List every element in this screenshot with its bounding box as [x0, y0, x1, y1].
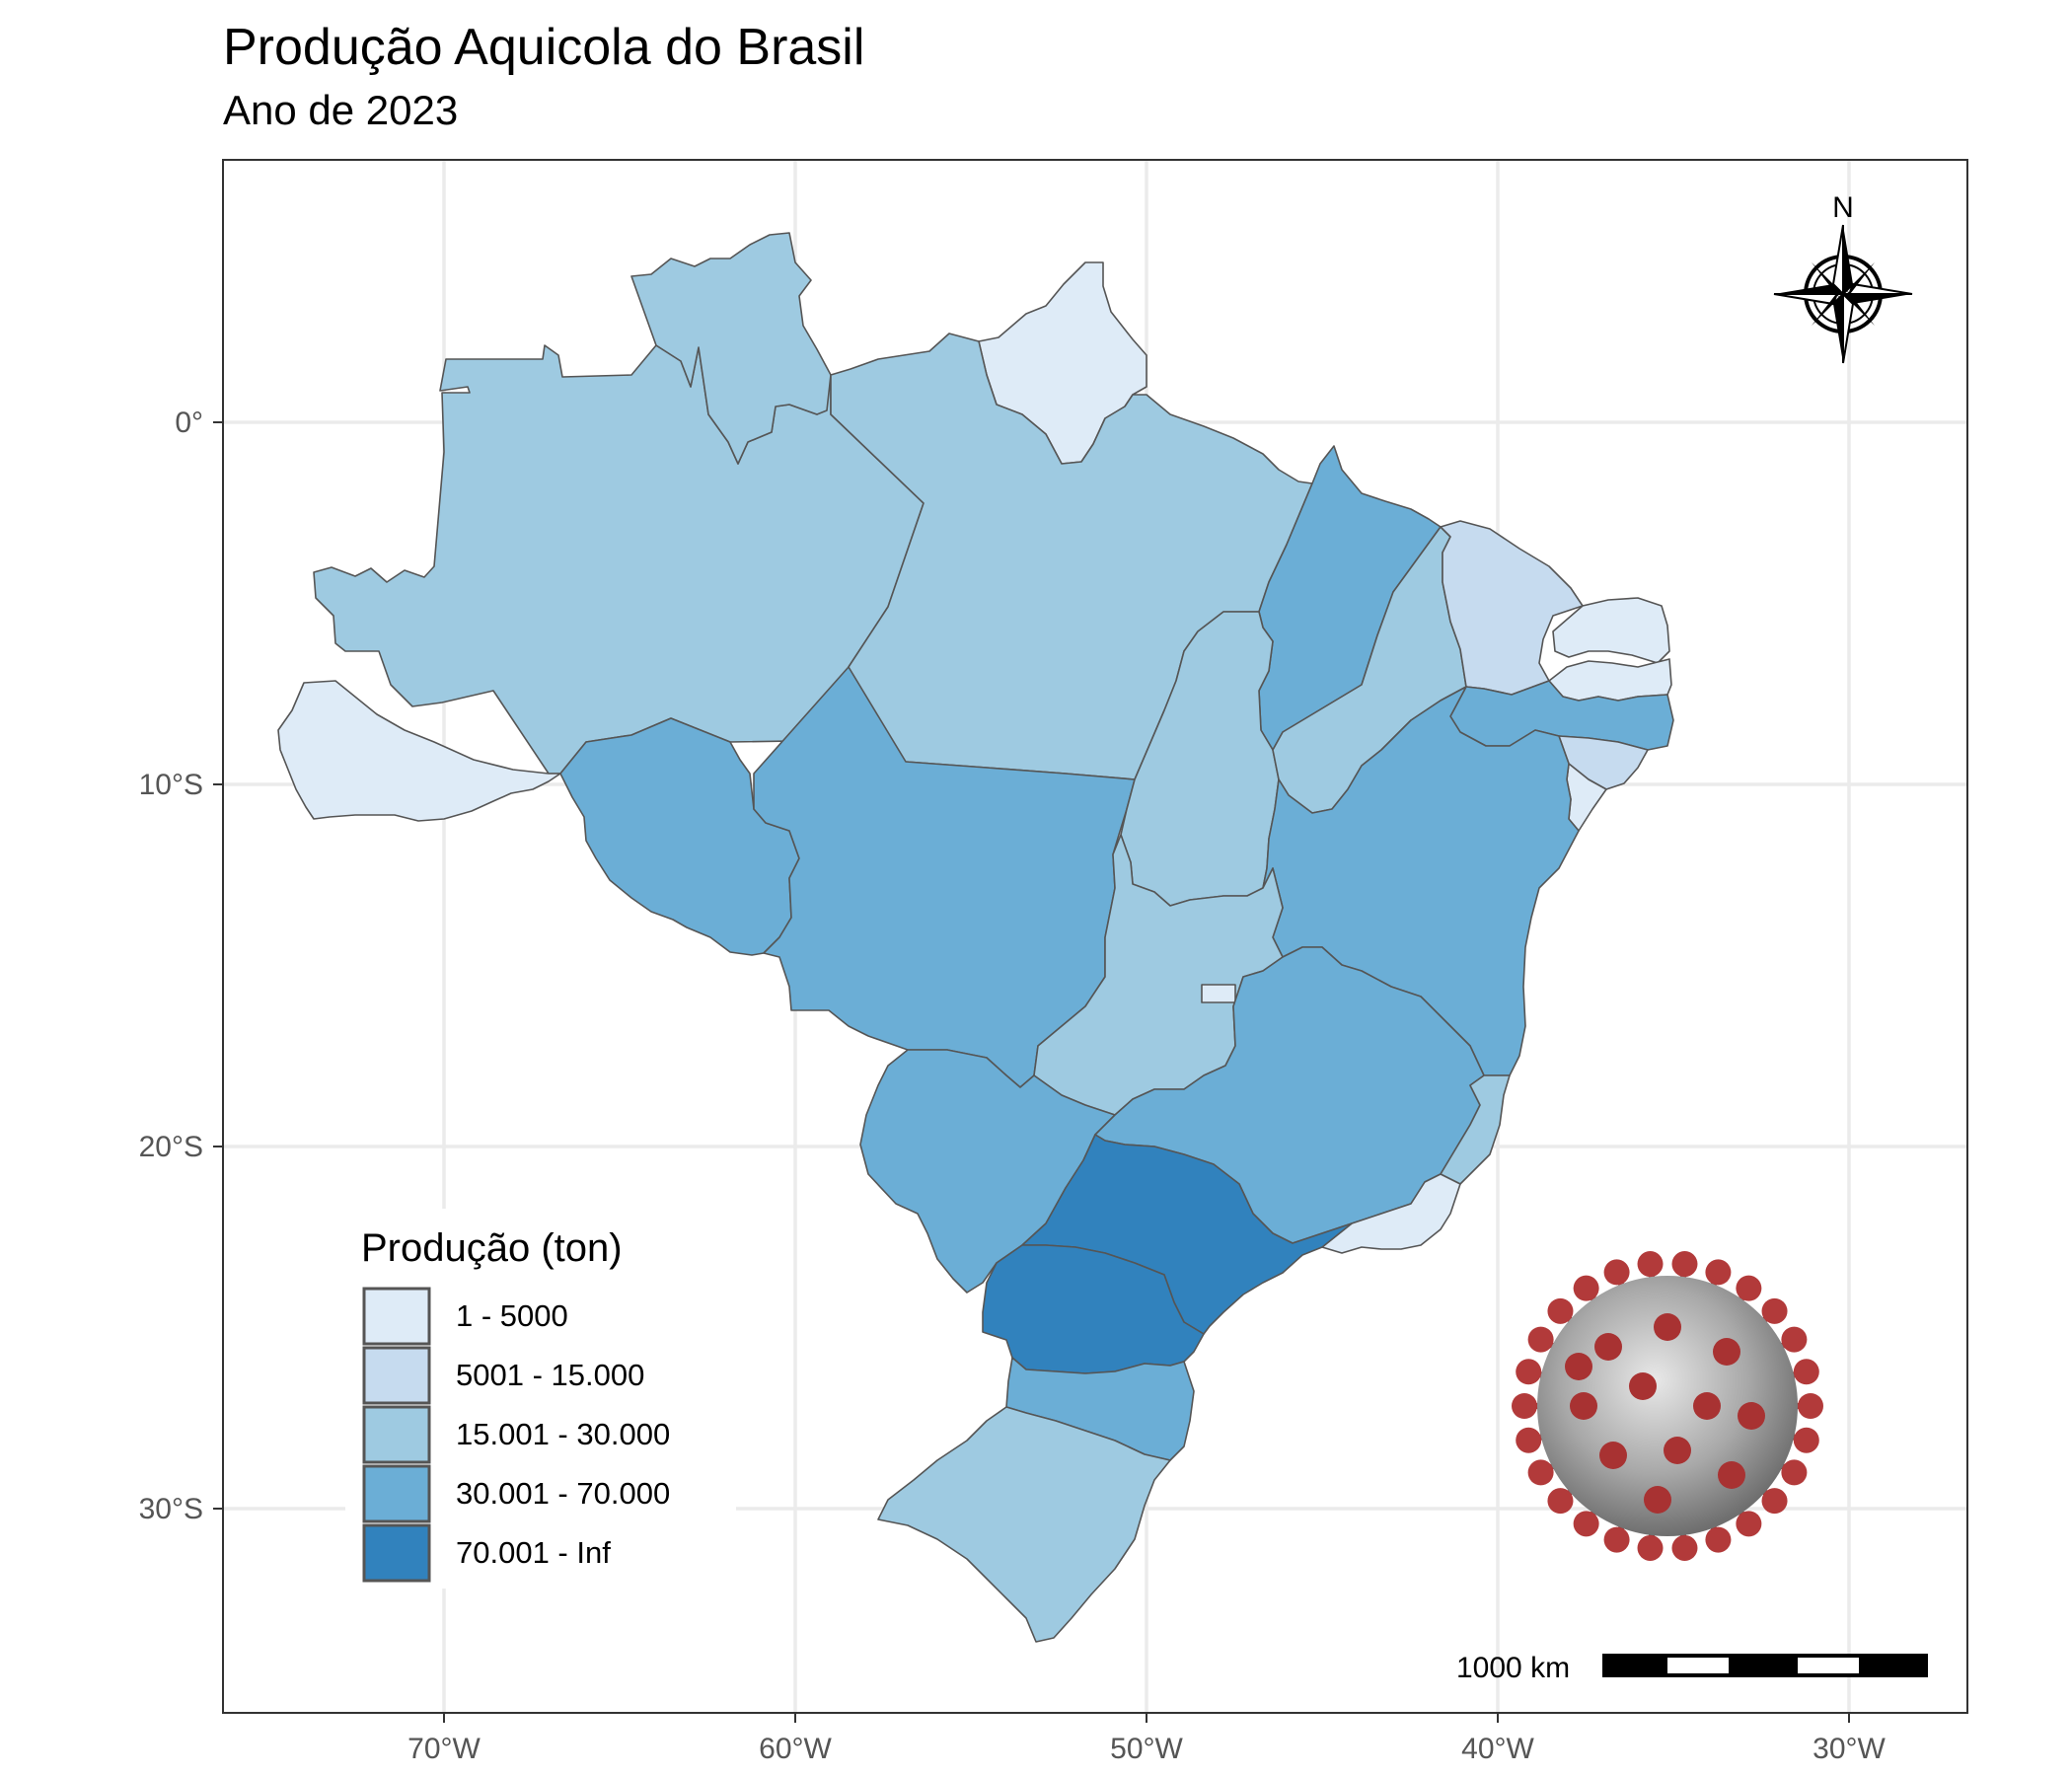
- virus-inner-spike: [1718, 1461, 1745, 1489]
- legend-label: 1 - 5000: [456, 1298, 568, 1333]
- virus-inner-spike: [1644, 1486, 1671, 1514]
- virus-spike: [1793, 1427, 1819, 1453]
- y-tick-label: 30°S: [139, 1493, 203, 1525]
- panel-border: [222, 159, 1968, 1714]
- virus-spike: [1736, 1275, 1762, 1301]
- axis-ticks: [213, 421, 1850, 1723]
- virus-inner-spike: [1693, 1392, 1721, 1420]
- legend-swatch: [362, 1287, 431, 1346]
- legend-label: 5001 - 15.000: [456, 1358, 644, 1392]
- legend-label: 30.001 - 70.000: [456, 1476, 670, 1511]
- virus-inner-spike: [1664, 1437, 1691, 1464]
- state-rs[interactable]: [877, 1406, 1171, 1643]
- virus-spike: [1527, 1459, 1554, 1486]
- map-subtitle: Ano de 2023: [223, 87, 459, 133]
- virus-inner-spike: [1738, 1402, 1765, 1430]
- virus-inner-spike: [1565, 1353, 1592, 1380]
- scale-bar: 1000 km: [1456, 1652, 1928, 1684]
- legend: Produção (ton) 1 - 5000 5001 - 15.000 15…: [345, 1209, 736, 1589]
- y-tick-label: 10°S: [139, 769, 203, 801]
- legend-label: 15.001 - 30.000: [456, 1417, 670, 1451]
- states-layer: [277, 232, 1674, 1643]
- virus-spike: [1761, 1488, 1788, 1515]
- virus-inner-spike: [1594, 1333, 1622, 1361]
- x-tick-label: 50°W: [1110, 1733, 1183, 1765]
- x-tick-label: 60°W: [759, 1733, 832, 1765]
- virus-spike: [1516, 1359, 1542, 1385]
- virus-spike: [1637, 1534, 1664, 1561]
- scale-bar-label: 1000 km: [1456, 1652, 1570, 1684]
- virus-inner-spike: [1654, 1313, 1681, 1341]
- virus-spike: [1705, 1259, 1732, 1286]
- x-tick-label: 70°W: [407, 1733, 481, 1765]
- legend-label: 70.001 - Inf: [456, 1535, 611, 1570]
- y-tick-label: 0°: [175, 407, 203, 439]
- virus-spike: [1573, 1275, 1599, 1301]
- virus-spike: [1736, 1511, 1762, 1537]
- virus-spike: [1547, 1488, 1574, 1515]
- virus-spike: [1516, 1427, 1542, 1453]
- x-tick-label: 30°W: [1813, 1733, 1886, 1765]
- legend-swatch: [362, 1405, 431, 1464]
- virus-spike: [1671, 1534, 1698, 1561]
- coronavirus-icon: [1512, 1251, 1823, 1561]
- legend-swatch: [362, 1464, 431, 1523]
- legend-swatch: [362, 1346, 431, 1405]
- virus-spike: [1637, 1251, 1664, 1278]
- legend-title: Produção (ton): [361, 1226, 623, 1270]
- virus-spike: [1603, 1526, 1630, 1553]
- virus-inner-spike: [1629, 1372, 1657, 1400]
- y-tick-label: 20°S: [139, 1131, 203, 1163]
- state-es[interactable]: [1440, 1074, 1511, 1185]
- state-df[interactable]: [1201, 984, 1236, 1003]
- state-ce[interactable]: [1440, 520, 1584, 696]
- virus-spike: [1671, 1251, 1698, 1278]
- virus-spike: [1798, 1393, 1823, 1419]
- y-axis-labels: 0° 10°S 20°S 30°S: [139, 407, 203, 1525]
- virus-spike: [1781, 1326, 1808, 1353]
- x-axis-labels: 70°W 60°W 50°W 40°W 30°W: [407, 1733, 1886, 1765]
- virus-inner-spike: [1713, 1338, 1740, 1366]
- state-ac[interactable]: [277, 680, 561, 822]
- state-rn[interactable]: [1552, 597, 1670, 664]
- virus-spike: [1547, 1297, 1574, 1324]
- state-rj[interactable]: [1321, 1173, 1461, 1254]
- compass-rose-icon: N: [1773, 191, 1913, 364]
- map-title: Produção Aquicola do Brasil: [223, 19, 865, 76]
- legend-swatch: [362, 1523, 431, 1583]
- virus-spike: [1705, 1526, 1732, 1553]
- virus-inner-spike: [1599, 1442, 1627, 1469]
- virus-inner-spike: [1570, 1392, 1597, 1420]
- x-tick-label: 40°W: [1461, 1733, 1534, 1765]
- virus-spike: [1512, 1393, 1537, 1419]
- virus-spike: [1603, 1259, 1630, 1286]
- virus-spike: [1793, 1359, 1819, 1385]
- virus-spike: [1781, 1459, 1808, 1486]
- virus-spike: [1761, 1297, 1788, 1324]
- virus-spike: [1573, 1511, 1599, 1537]
- virus-spike: [1527, 1326, 1554, 1353]
- north-label: N: [1832, 191, 1854, 224]
